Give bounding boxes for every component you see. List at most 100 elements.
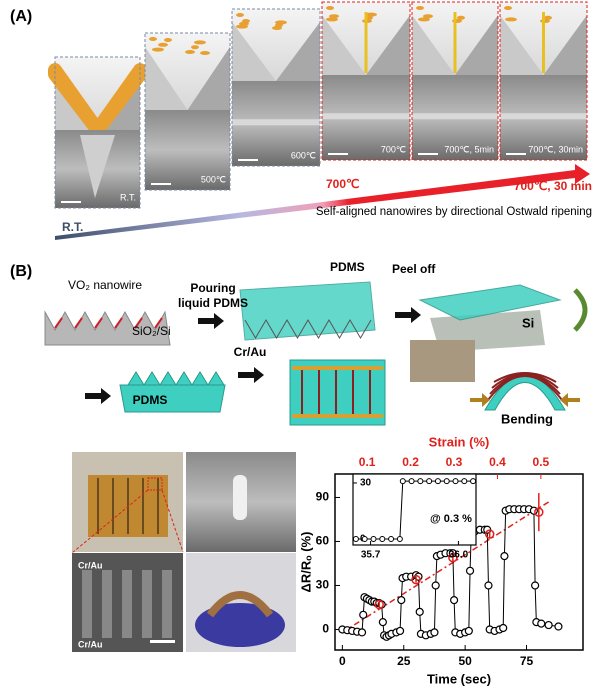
gold-grain: [158, 42, 168, 47]
inset-point: [408, 478, 415, 485]
caption: Self-aligned nanowires by directional Os…: [316, 206, 592, 218]
gold-grain: [504, 6, 512, 10]
inset-point: [388, 536, 395, 543]
pdms-tip: [175, 371, 193, 386]
inset-x-tick-label: 35.7: [361, 550, 381, 561]
step-label: liquid PDMS: [178, 296, 248, 310]
gold-grain: [416, 6, 424, 10]
strain-point: [374, 599, 384, 610]
tile-label: R.T.: [120, 192, 136, 202]
tile-label: 700℃, 30min: [528, 144, 583, 154]
y-tick-label: 0: [322, 622, 329, 636]
electrode: [487, 375, 563, 401]
nanowire: [154, 317, 163, 329]
panel-label: (B): [10, 263, 32, 280]
step-label: Pouring: [190, 281, 235, 295]
substrate-grooves: [244, 319, 372, 339]
groove-face: [145, 46, 188, 110]
gold-grain: [242, 19, 250, 23]
tile-frame: [54, 56, 141, 209]
x-axis-title: Time (sec): [427, 671, 491, 686]
x-tick-label: 50: [458, 654, 472, 668]
arrow: [198, 313, 224, 329]
pad: [292, 366, 383, 370]
tile-frame: [144, 32, 231, 191]
pdms-tip: [127, 371, 145, 386]
pdms-tip: [207, 371, 225, 386]
data-point: [544, 620, 553, 630]
gold-grain: [326, 6, 334, 10]
strain-point: [411, 574, 421, 585]
fit-line: [341, 499, 552, 634]
groove-face: [232, 21, 276, 81]
strain-point: [484, 529, 495, 539]
gold-grain: [544, 15, 552, 20]
panel-label: (A): [10, 8, 32, 25]
sem-stripe: [142, 570, 152, 638]
sem-groove: [80, 135, 115, 198]
inset-point: [443, 478, 450, 485]
sem-wire: [233, 475, 247, 520]
gold-grain: [185, 50, 195, 54]
tile-frame: [321, 1, 411, 161]
illustrations: R.T. 500℃ 600℃ 700℃ 700℃, 5min 700℃, 30min: [44, 1, 590, 652]
inset-point: [417, 478, 424, 485]
y-tick-label: 30: [316, 578, 330, 592]
sem-wire: [322, 113, 410, 120]
inset-point: [461, 478, 468, 485]
tile-label: 500℃: [201, 174, 226, 184]
tile-frame: [499, 1, 588, 161]
scale-bar: [150, 640, 175, 643]
x2-tick-label: 0.1: [359, 455, 376, 469]
x2-tick-label: 0.5: [533, 455, 550, 469]
groove-face: [322, 15, 366, 76]
y-axis-title: ΔR/Rₒ (%): [298, 532, 313, 593]
si-label: Si: [522, 315, 534, 330]
nanowire: [74, 317, 83, 329]
ramp-arrow: [55, 164, 590, 240]
nanowire-label: VO₂ nanowire: [68, 278, 142, 292]
inset-x-tick-label: 36.0: [449, 550, 469, 561]
inset-point: [434, 478, 441, 485]
groove-face: [366, 15, 410, 76]
step-label: Peel off: [392, 262, 436, 276]
data-point: [449, 596, 459, 605]
inset-point: [426, 478, 433, 485]
gold-grain: [275, 20, 287, 25]
step-label: Cr/Au: [234, 345, 267, 359]
gold-grain: [418, 17, 430, 22]
pdms-tip: [191, 371, 209, 386]
curve-arrow: [573, 288, 588, 332]
x2-tick-label: 0.4: [489, 455, 506, 469]
x-tick-label: 75: [520, 654, 534, 668]
arrow: [470, 393, 490, 407]
inset-point: [399, 478, 406, 485]
data-point: [415, 607, 424, 616]
gold-grain: [329, 14, 339, 19]
data-point: [500, 552, 509, 561]
tile-frame: [231, 8, 321, 167]
data-point: [484, 581, 493, 590]
sem-stripe: [122, 570, 132, 638]
sem-image: [145, 110, 230, 190]
data-point: [359, 610, 368, 619]
gold-grain: [326, 17, 338, 22]
x2-axis-title: Strain (%): [429, 434, 490, 449]
gold-grain: [505, 17, 517, 22]
electrode: [491, 373, 559, 389]
x2-tick-label: 0.2: [402, 455, 419, 469]
inset-point: [470, 478, 477, 485]
photo-label: Cr/Au: [78, 560, 103, 570]
zoom-box: [147, 477, 163, 491]
groove-face: [543, 15, 587, 76]
sem-stripe: [162, 570, 172, 638]
chart: 0 25 50 75 0 30 60 90 0.1 0.2 0.3 0.4 0.5 Time (sec) S…: [298, 434, 584, 686]
arrow: [395, 307, 421, 323]
substrate-label: SiO₂/Si: [132, 324, 171, 338]
inset-annotation: @ 0.3 %: [430, 513, 472, 525]
gold-grain: [423, 14, 433, 19]
data-point: [464, 626, 473, 636]
bending-label: Bending: [501, 411, 553, 426]
data-point: [465, 566, 475, 575]
